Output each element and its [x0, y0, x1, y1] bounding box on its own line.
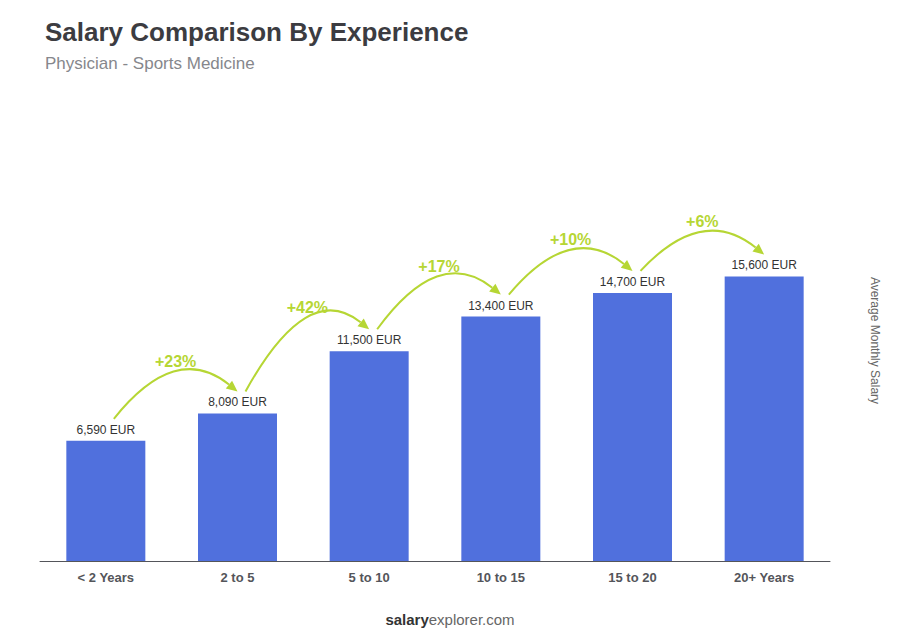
- svg-text:20+ Years: 20+ Years: [734, 570, 794, 585]
- svg-text:Salary Comparison By Experienc: Salary Comparison By Experience: [45, 17, 468, 47]
- svg-text:explorer.com: explorer.com: [429, 611, 515, 628]
- svg-text:+23%: +23%: [155, 353, 196, 370]
- svg-text:+17%: +17%: [418, 258, 459, 275]
- svg-text:< 2 Years: < 2 Years: [78, 570, 135, 585]
- svg-text:11,500 EUR: 11,500 EUR: [337, 333, 402, 347]
- svg-text:15 to 20: 15 to 20: [608, 570, 656, 585]
- svg-text:5 to 10: 5 to 10: [349, 570, 390, 585]
- svg-text:Average Monthly Salary: Average Monthly Salary: [868, 277, 882, 404]
- svg-text:14,700 EUR: 14,700 EUR: [600, 275, 666, 289]
- svg-text:salary: salary: [385, 611, 429, 628]
- svg-text:10 to 15: 10 to 15: [477, 570, 525, 585]
- svg-text:Physician - Sports Medicine: Physician - Sports Medicine: [45, 54, 255, 73]
- svg-text:2 to 5: 2 to 5: [221, 570, 255, 585]
- svg-text:13,400 EUR: 13,400 EUR: [468, 299, 534, 313]
- svg-text:15,600 EUR: 15,600 EUR: [731, 258, 797, 272]
- svg-text:+6%: +6%: [686, 213, 718, 230]
- svg-text:8,090 EUR: 8,090 EUR: [208, 395, 267, 409]
- svg-text:+42%: +42%: [287, 299, 328, 316]
- svg-text:+10%: +10%: [550, 231, 591, 248]
- svg-text:6,590 EUR: 6,590 EUR: [76, 423, 135, 437]
